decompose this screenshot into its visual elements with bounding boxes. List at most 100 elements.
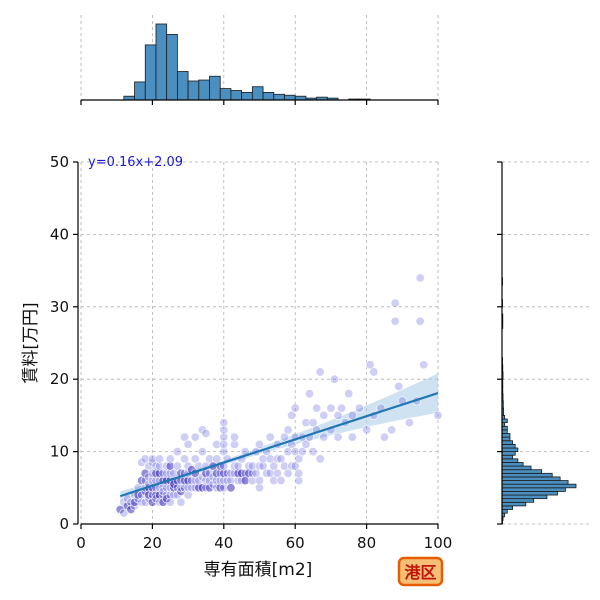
- x-marginal-bar: [155, 23, 168, 101]
- scatter-point: [347, 410, 357, 420]
- scatter-point: [258, 454, 268, 464]
- scatter-point: [244, 468, 254, 478]
- scatter-point: [308, 418, 318, 428]
- scatter-point: [219, 468, 229, 478]
- x-marginal-bar: [230, 90, 243, 101]
- regression-equation: y=0.16x+2.09: [88, 155, 183, 170]
- scatter-point: [162, 494, 172, 504]
- y-axis-ticks: 0 10 20 30 40 50: [50, 153, 78, 533]
- scatter-point: [297, 447, 307, 457]
- scatter-point: [190, 454, 200, 464]
- y-marginal-bar: [501, 462, 524, 467]
- scatter-point: [319, 410, 329, 420]
- y-marginal-bar: [501, 458, 519, 463]
- ward-badge: 港区: [397, 556, 444, 587]
- scatter-point: [165, 490, 175, 500]
- scatter-point: [165, 454, 175, 464]
- scatter-point: [119, 508, 129, 518]
- scatter-point: [419, 360, 429, 370]
- regression-confidence-band: [120, 373, 439, 502]
- scatter-point: [230, 432, 240, 442]
- scatter-point: [312, 403, 322, 413]
- scatter-point: [158, 486, 168, 496]
- x-marginal-bar: [284, 94, 296, 101]
- scatter-point: [130, 497, 140, 507]
- x-tick-label: 80: [357, 534, 376, 552]
- scatter-point: [279, 432, 289, 442]
- scatter-point: [219, 432, 229, 442]
- scatter-point: [269, 461, 279, 471]
- y-marginal-bar: [501, 476, 561, 481]
- scatter-point: [233, 461, 243, 471]
- scatter-point: [155, 490, 165, 500]
- scatter-point: [301, 439, 311, 449]
- y-marginal-bar: [501, 451, 516, 456]
- scatter-point: [269, 476, 279, 486]
- y-tick-label: 40: [50, 225, 69, 243]
- y-tick-label: 30: [50, 298, 69, 316]
- y-marginal-bar: [501, 429, 508, 434]
- scatter-point: [183, 476, 193, 486]
- x-marginal-bar: [209, 75, 221, 101]
- scatter-point: [183, 439, 193, 449]
- scatter-point: [294, 468, 304, 478]
- scatter-point: [369, 367, 379, 377]
- y-marginal-bar: [501, 487, 566, 492]
- y-marginal-bar: [501, 491, 558, 496]
- scatter-point: [162, 468, 172, 478]
- scatter-point: [265, 432, 275, 442]
- scatter-point: [390, 298, 400, 308]
- scatter-point: [183, 490, 193, 500]
- scatter-point: [201, 428, 211, 438]
- y-marginal-bar: [501, 454, 513, 460]
- y-marginal-bar: [501, 418, 508, 424]
- scatter-point: [197, 447, 207, 457]
- x-marginal-bar: [241, 92, 253, 101]
- y-marginal-bar: [501, 483, 577, 489]
- scatter-point: [219, 447, 229, 457]
- scatter-point: [283, 447, 293, 457]
- scatter-point: [158, 468, 168, 478]
- y-marginal-bar: [501, 447, 519, 453]
- scatter-point: [115, 505, 125, 515]
- scatter-point: [333, 432, 343, 442]
- scatter-point: [290, 461, 300, 471]
- y-marginal-bar: [501, 465, 532, 471]
- x-marginal-bar: [176, 71, 189, 101]
- scatter-point: [190, 432, 200, 442]
- scatter-point: [215, 476, 225, 486]
- scatter-point: [287, 410, 297, 420]
- scatter-point: [240, 476, 250, 486]
- scatter-point: [147, 457, 157, 467]
- scatter-point: [365, 360, 375, 370]
- scatter-point: [230, 461, 240, 471]
- scatter-point: [226, 483, 236, 493]
- scatter-point: [247, 468, 257, 478]
- scatter-point: [230, 439, 240, 449]
- x-tick-label: 20: [143, 534, 162, 552]
- x-marginal-bar: [144, 44, 157, 101]
- scatter-point: [180, 454, 190, 464]
- scatter-point: [208, 479, 218, 489]
- scatter-point: [137, 476, 147, 486]
- y-marginal-ticks: [497, 161, 502, 525]
- scatter-panel: 0 20 40 60 80 100 0 10 20 30 40 50 y=0.16x+2.09 専有…: [21, 153, 452, 580]
- y-axis-label: 賃料[万円]: [21, 302, 41, 383]
- scatter-point: [329, 374, 339, 384]
- scatter-point: [147, 497, 157, 507]
- x-marginal-bar: [134, 81, 146, 101]
- scatter-point: [222, 468, 232, 478]
- y-marginal-grid: [502, 161, 590, 525]
- scatter-point: [255, 476, 265, 486]
- x-marginal-ticks: [80, 100, 439, 105]
- scatter-point: [394, 381, 404, 391]
- x-axis-ticks: 0 20 40 60 80 100: [76, 524, 452, 552]
- x-marginal-bar: [273, 93, 285, 101]
- y-marginal-bar: [501, 501, 527, 507]
- y-tick-label: 20: [50, 370, 69, 388]
- scatter-point: [205, 483, 215, 493]
- scatter-point: [308, 447, 318, 457]
- y-tick-label: 0: [59, 515, 69, 533]
- scatter-point: [140, 468, 150, 478]
- scatter-point: [301, 418, 311, 428]
